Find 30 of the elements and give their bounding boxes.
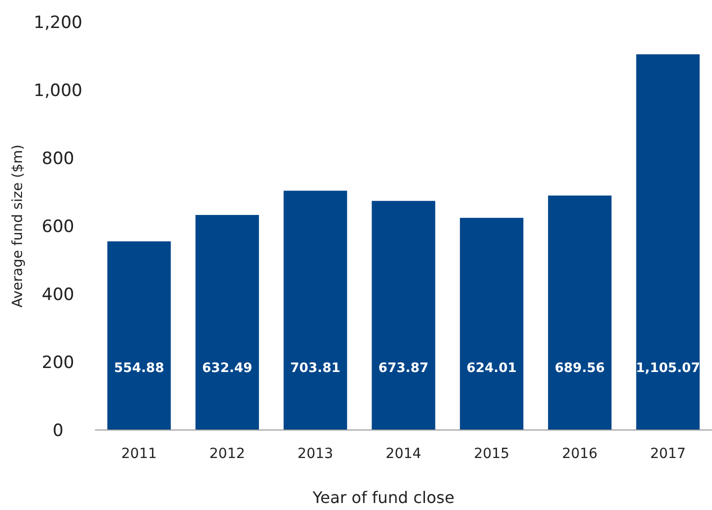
data-label: 632.49	[202, 361, 252, 376]
y-axis-title: Average fund size ($m)	[10, 144, 26, 308]
x-tick-label: 2016	[562, 446, 598, 462]
x-axis-title: Year of fund close	[312, 488, 454, 507]
y-tick-label: 1,000	[34, 80, 82, 101]
x-tick-label: 2011	[121, 446, 157, 462]
bar	[195, 214, 259, 430]
data-label: 1,105.07	[636, 361, 700, 376]
data-label: 554.88	[114, 361, 164, 376]
y-tick-label: 400	[42, 284, 74, 305]
bar	[548, 196, 612, 430]
bar	[636, 54, 700, 430]
bar	[107, 241, 171, 430]
y-tick-label: 200	[42, 352, 74, 373]
bar	[460, 218, 524, 430]
x-tick-label: 2014	[386, 446, 422, 462]
data-label: 689.56	[554, 361, 605, 376]
x-tick-label: 2013	[298, 446, 334, 462]
y-tick-label: 0	[52, 420, 64, 441]
data-label: 703.81	[290, 361, 340, 376]
bar	[284, 190, 348, 430]
y-tick-label: 600	[42, 216, 74, 237]
data-label: 673.87	[378, 361, 429, 376]
x-tick-label: 2017	[650, 446, 686, 462]
x-tick-label: 2012	[209, 446, 246, 462]
y-tick-label: 800	[42, 148, 74, 169]
data-label: 624.01	[466, 361, 517, 376]
bar	[372, 200, 436, 430]
x-tick-label: 2015	[474, 446, 510, 462]
y-tick-label: 1,200	[34, 12, 82, 33]
